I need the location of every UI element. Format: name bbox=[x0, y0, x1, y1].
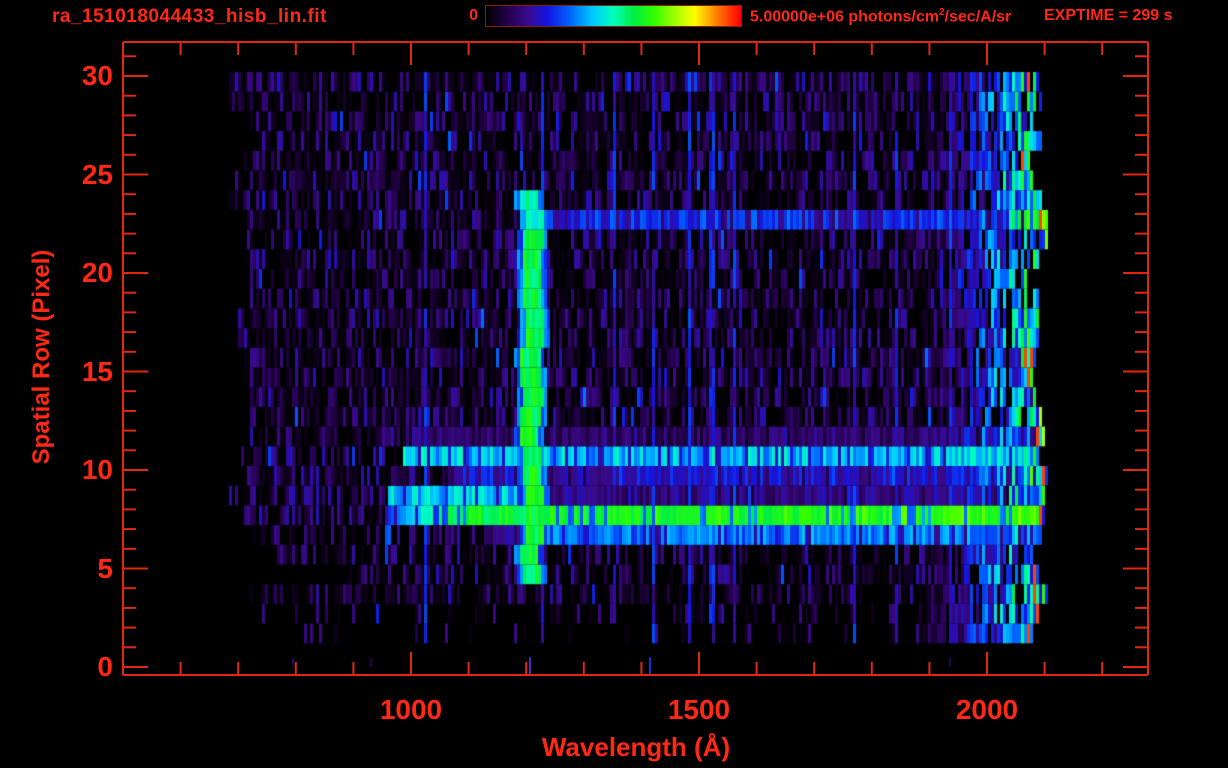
x-tick-label-2000: 2000 bbox=[955, 694, 1019, 725]
y-tick-label-15: 15 bbox=[81, 355, 113, 387]
y-axis-label: Spatial Row (Pixel) bbox=[28, 249, 55, 465]
x-tick-label-1000: 1000 bbox=[379, 694, 443, 725]
colorbar-max-label: 5.00000e+06 photons/cm2/sec/A/sr bbox=[750, 7, 1011, 26]
colorbar-units-post: /sec/A/sr bbox=[944, 8, 1012, 26]
colorbar-min-label: 0 bbox=[469, 7, 478, 24]
x-axis-label: Wavelength (Å) bbox=[541, 732, 731, 762]
page-title: ra_151018044433_hisb_lin.fit bbox=[52, 6, 327, 27]
y-tick-label-5: 5 bbox=[97, 552, 113, 584]
y-tick-label-30: 30 bbox=[81, 60, 113, 91]
colorbar-units-pre: photons/cm bbox=[843, 8, 939, 26]
y-tick-label-10: 10 bbox=[81, 454, 113, 485]
colorbar-units-sup: 2 bbox=[938, 7, 945, 18]
colorbar bbox=[485, 5, 742, 27]
y-tick-label-20: 20 bbox=[81, 257, 113, 288]
y-tick-label-25: 25 bbox=[81, 158, 113, 190]
spectral-image-canvas bbox=[123, 42, 1148, 675]
exptime-label: EXPTIME = 299 s bbox=[1044, 7, 1173, 24]
colorbar-max-value: 5.00000e+06 bbox=[750, 8, 844, 26]
y-tick-label-0: 0 bbox=[97, 651, 113, 682]
colorbar-gradient bbox=[486, 6, 741, 26]
x-tick-label-1500: 1500 bbox=[667, 694, 731, 725]
